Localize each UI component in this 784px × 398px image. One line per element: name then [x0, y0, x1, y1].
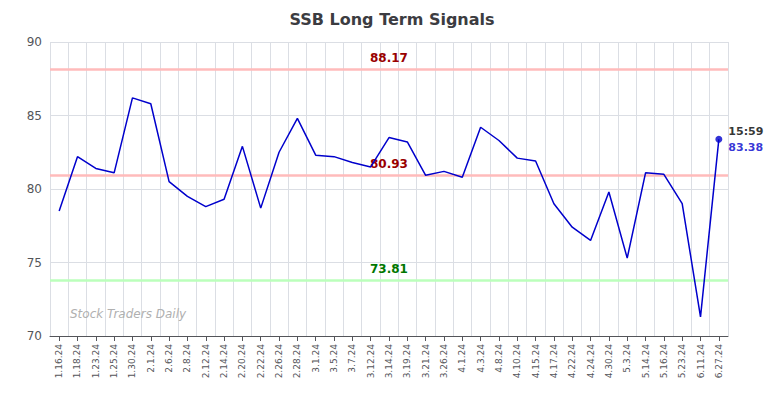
svg-text:2.26.24: 2.26.24: [274, 344, 284, 379]
svg-text:4.30.24: 4.30.24: [604, 344, 614, 379]
svg-text:5.23.24: 5.23.24: [677, 344, 687, 379]
svg-text:2.8.24: 2.8.24: [182, 344, 192, 373]
svg-text:80.93: 80.93: [370, 157, 408, 172]
svg-text:4.10.24: 4.10.24: [512, 344, 522, 379]
svg-text:1.16.24: 1.16.24: [54, 344, 64, 379]
svg-text:3.5.24: 3.5.24: [329, 344, 339, 373]
svg-text:3.21.24: 3.21.24: [421, 344, 431, 379]
svg-text:2.6.24: 2.6.24: [164, 344, 174, 373]
svg-text:90: 90: [27, 35, 42, 49]
svg-text:Stock Traders Daily: Stock Traders Daily: [70, 307, 187, 321]
svg-text:2.28.24: 2.28.24: [292, 344, 302, 379]
svg-text:70: 70: [27, 329, 42, 343]
svg-text:1.18.24: 1.18.24: [72, 344, 82, 379]
svg-text:4.24.24: 4.24.24: [586, 344, 596, 379]
svg-text:1.23.24: 1.23.24: [91, 344, 101, 379]
svg-text:3.1.24: 3.1.24: [311, 344, 321, 373]
svg-text:4.3.24: 4.3.24: [476, 344, 486, 373]
svg-text:3.19.24: 3.19.24: [402, 344, 412, 379]
svg-text:4.8.24: 4.8.24: [494, 344, 504, 373]
svg-text:6.27.24: 6.27.24: [714, 344, 724, 379]
svg-text:6.11.24: 6.11.24: [696, 344, 706, 379]
svg-text:5.3.24: 5.3.24: [622, 344, 632, 373]
svg-text:85: 85: [27, 109, 42, 123]
svg-text:2.20.24: 2.20.24: [237, 344, 247, 379]
svg-text:5.14.24: 5.14.24: [641, 344, 651, 379]
svg-text:4.15.24: 4.15.24: [531, 344, 541, 379]
svg-text:2.22.24: 2.22.24: [256, 344, 266, 379]
svg-text:3.26.24: 3.26.24: [439, 344, 449, 379]
svg-text:2.14.24: 2.14.24: [219, 344, 229, 379]
svg-text:SSB Long Term Signals: SSB Long Term Signals: [289, 10, 494, 29]
svg-text:3.14.24: 3.14.24: [384, 344, 394, 379]
svg-text:2.12.24: 2.12.24: [201, 344, 211, 379]
svg-text:3.12.24: 3.12.24: [366, 344, 376, 379]
svg-text:2.1.24: 2.1.24: [146, 344, 156, 373]
svg-text:4.22.24: 4.22.24: [567, 344, 577, 379]
svg-text:5.16.24: 5.16.24: [659, 344, 669, 379]
svg-text:80: 80: [27, 182, 42, 196]
svg-text:4.17.24: 4.17.24: [549, 344, 559, 379]
svg-text:1.25.24: 1.25.24: [109, 344, 119, 379]
svg-text:83.38: 83.38: [728, 141, 763, 154]
svg-text:75: 75: [27, 256, 42, 270]
svg-text:73.81: 73.81: [370, 262, 408, 276]
svg-text:4.1.24: 4.1.24: [457, 344, 467, 373]
svg-text:15:59: 15:59: [728, 125, 763, 138]
svg-text:3.7.24: 3.7.24: [347, 344, 357, 373]
svg-text:88.17: 88.17: [370, 51, 408, 65]
svg-text:1.30.24: 1.30.24: [127, 344, 137, 379]
